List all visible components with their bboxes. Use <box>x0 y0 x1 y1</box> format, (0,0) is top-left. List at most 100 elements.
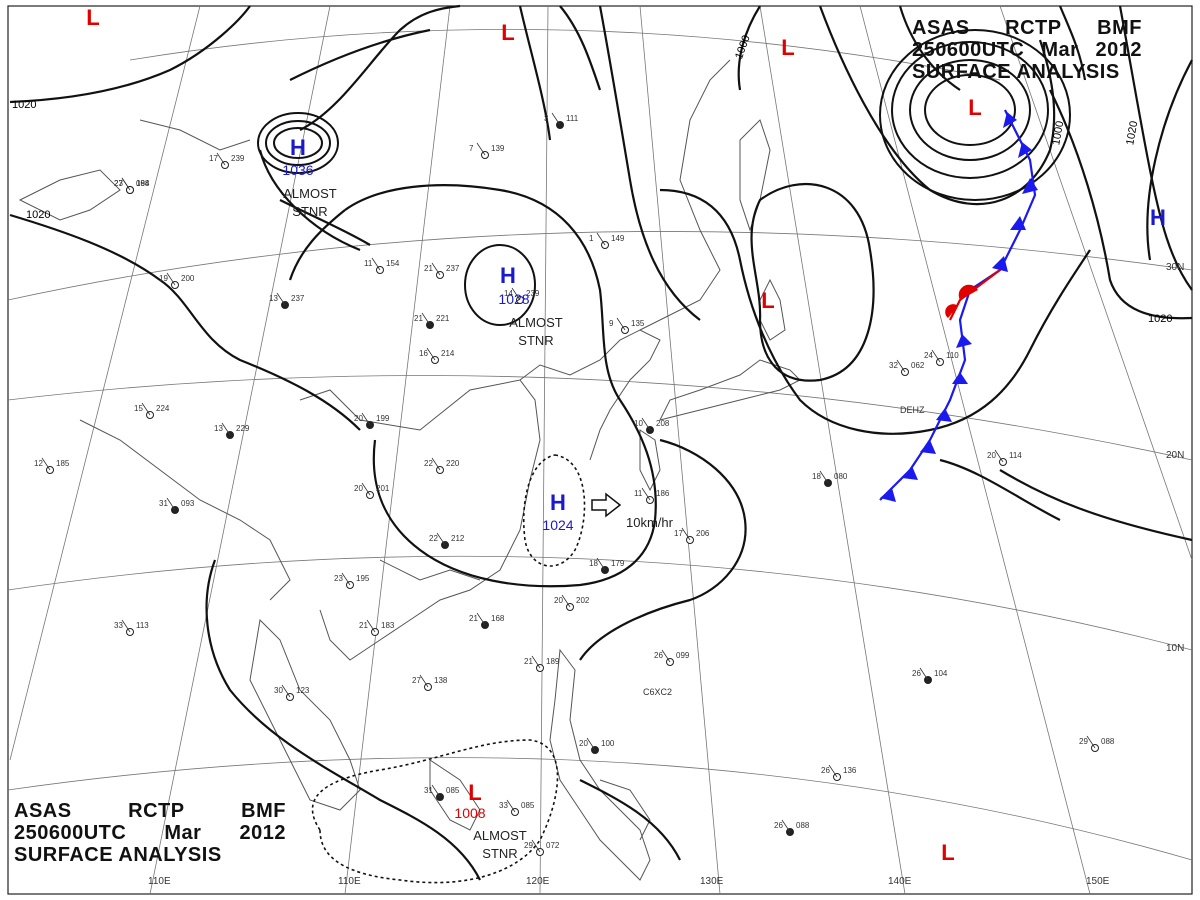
wind-barb-icon <box>419 674 429 688</box>
station-temperature: 31 <box>424 786 433 795</box>
station-pressure: 189 <box>546 657 560 666</box>
wind-barb-icon <box>931 349 941 363</box>
wind-barb-icon <box>681 527 691 541</box>
station-pressure: 123 <box>296 686 310 695</box>
station-temperature: 33 <box>114 621 123 630</box>
station-plot: 27 084 <box>114 177 150 194</box>
wind-barb-icon <box>919 667 929 681</box>
low-symbol: L <box>761 288 774 313</box>
station-temperature: 29 <box>1079 737 1088 746</box>
station-plot: 31 085 <box>424 784 460 801</box>
wind-barb-icon <box>531 655 541 669</box>
station-pressure: 220 <box>446 459 460 468</box>
wind-barb-icon <box>1086 735 1096 749</box>
station-plot: 21 189 <box>524 655 560 672</box>
station-temperature: 20 <box>554 596 563 605</box>
station-temperature: 21 <box>424 264 433 273</box>
station-plot: 32 062 <box>889 359 925 376</box>
station-pressure: 099 <box>676 651 690 660</box>
isobar-label: 1020 <box>1124 120 1140 146</box>
station-temperature: 23 <box>114 179 123 188</box>
header-title: SURFACE ANALYSIS <box>912 61 1120 83</box>
station-temperature: 18 <box>589 559 598 568</box>
station-temperature: 29 <box>524 841 533 850</box>
high-symbol: H <box>550 490 566 515</box>
high-value: 1028 <box>498 291 529 307</box>
station-temperature: 1 <box>589 234 594 243</box>
station-plot: 21 183 <box>359 619 395 636</box>
station-plot: 30 123 <box>274 684 310 701</box>
wind-barb-icon <box>166 272 176 286</box>
station-pressure: 206 <box>696 529 710 538</box>
station-pressure: 200 <box>181 274 195 283</box>
station-plot: 12 185 <box>34 457 70 474</box>
station-plot: 21 237 <box>424 262 460 279</box>
station-pressure: 208 <box>656 419 670 428</box>
station-id: C6XC2 <box>643 687 672 697</box>
header-product-code: BMF <box>1097 17 1142 39</box>
isobar-label: 1020 <box>26 209 50 221</box>
station-pressure: 199 <box>376 414 390 423</box>
station-temperature: 15 <box>134 404 143 413</box>
station-pressure: 212 <box>451 534 465 543</box>
station-temperature: 32 <box>889 361 898 370</box>
station-plot: 18 179 <box>589 557 625 574</box>
header-valid-time: 250600UTC <box>14 822 127 844</box>
station-temperature: 21 <box>359 621 368 630</box>
station-pressure: 084 <box>136 179 150 188</box>
wind-barb-icon <box>41 457 51 471</box>
station-temperature: 20 <box>354 484 363 493</box>
station-temperature: 3 <box>544 114 549 123</box>
header-valid-year: 2012 <box>239 822 286 844</box>
header-title: SURFACE ANALYSIS <box>14 844 222 866</box>
station-pressure: 072 <box>546 841 560 850</box>
longitude-label: 130E <box>700 876 724 887</box>
station-temperature: 27 <box>114 179 123 188</box>
station-pressure: 201 <box>376 484 390 493</box>
station-temperature: 11 <box>364 259 373 268</box>
station-temperature: 26 <box>774 821 783 830</box>
station-plot: 20 199 <box>354 412 390 429</box>
wind-barb-icon <box>436 532 446 546</box>
wind-barb-icon <box>828 764 838 778</box>
station-temperature: 12 <box>34 459 43 468</box>
station-plot: 18 080 <box>812 470 848 487</box>
wind-barb-icon <box>431 262 441 276</box>
station-pressure: 138 <box>434 676 448 685</box>
longitude-label: 110E <box>338 876 361 887</box>
station-pressure: 154 <box>386 259 400 268</box>
station-temperature: 26 <box>821 766 830 775</box>
high-value: 1024 <box>542 517 573 533</box>
center-note: STNR <box>292 204 327 219</box>
station-temperature: 19 <box>159 274 168 283</box>
wind-barb-icon <box>819 470 829 484</box>
station-pressure: 195 <box>356 574 370 583</box>
wind-barb-icon <box>421 312 431 326</box>
station-plot: 13 229 <box>214 422 250 439</box>
wind-barb-icon <box>596 557 606 571</box>
station-pressure: 185 <box>56 459 70 468</box>
station-temperature: 27 <box>412 676 421 685</box>
wind-barb-icon <box>121 619 131 633</box>
isobar-label: 1000 <box>1050 120 1066 146</box>
station-pressure: 202 <box>576 596 590 605</box>
station-temperature: 17 <box>674 529 683 538</box>
wind-barb-icon <box>586 737 596 751</box>
wind-barb-icon <box>896 359 906 373</box>
longitude-label: 140E <box>888 876 912 887</box>
cold-front <box>879 109 1038 502</box>
wind-barb-icon <box>121 177 131 191</box>
wind-barb-icon <box>511 287 521 301</box>
station-temperature: 10 <box>634 419 643 428</box>
station-pressure: 088 <box>1101 737 1115 746</box>
station-pressure: 080 <box>834 472 848 481</box>
map-header: ASAS RCTP BMF 250600UTC Mar 2012 SURFACE… <box>14 800 286 866</box>
station-temperature: 20 <box>579 739 588 748</box>
high-symbol: H <box>1150 205 1166 230</box>
station-pressure: 110 <box>946 351 959 360</box>
station-plot: 22 220 <box>424 457 460 474</box>
low-symbol: L <box>941 840 954 865</box>
station-pressure: 114 <box>1009 451 1022 460</box>
station-temperature: 21 <box>524 657 533 666</box>
station-temperature: 7 <box>469 144 474 153</box>
